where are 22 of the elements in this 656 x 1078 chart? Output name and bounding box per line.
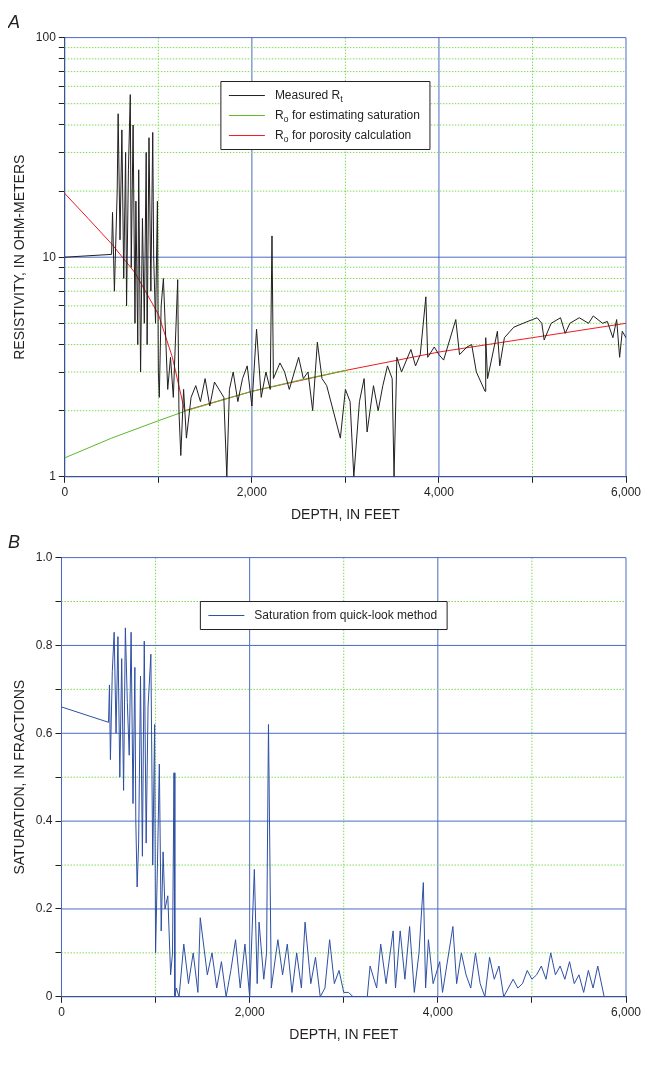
chart-title: B	[8, 531, 21, 552]
y-tick-label: 1.0	[35, 549, 53, 564]
y-tick-label: 1	[49, 469, 57, 484]
x-tick-label: 4,000	[422, 1005, 454, 1020]
y-tick-label: 0.6	[35, 725, 53, 740]
x-tick-label: 4,000	[423, 485, 455, 500]
y-tick-label: 100	[35, 29, 57, 44]
x-tick-label: 6,000	[610, 485, 642, 500]
y-tick-label: 0.2	[35, 901, 53, 916]
x-tick-label: 0	[61, 485, 69, 500]
x-axis-title: DEPTH, IN FEET	[290, 506, 401, 523]
x-tick-label: 6,000	[610, 1005, 642, 1020]
y-axis-title: SATURATION, IN FRACTIONS	[11, 679, 28, 875]
x-tick-label: 2,000	[236, 485, 268, 500]
y-axis-title: RESISTIVITY, IN OHM-METERS	[11, 154, 28, 360]
y-tick-label: 10	[42, 249, 57, 264]
y-tick-label: 0.8	[35, 637, 53, 652]
legend-label: Saturation from quick-look method	[254, 607, 438, 622]
y-tick-label: 0	[45, 989, 53, 1004]
y-tick-label: 0.4	[35, 813, 53, 828]
x-axis-title: DEPTH, IN FEET	[289, 1026, 399, 1043]
x-tick-label: 2,000	[234, 1005, 265, 1020]
